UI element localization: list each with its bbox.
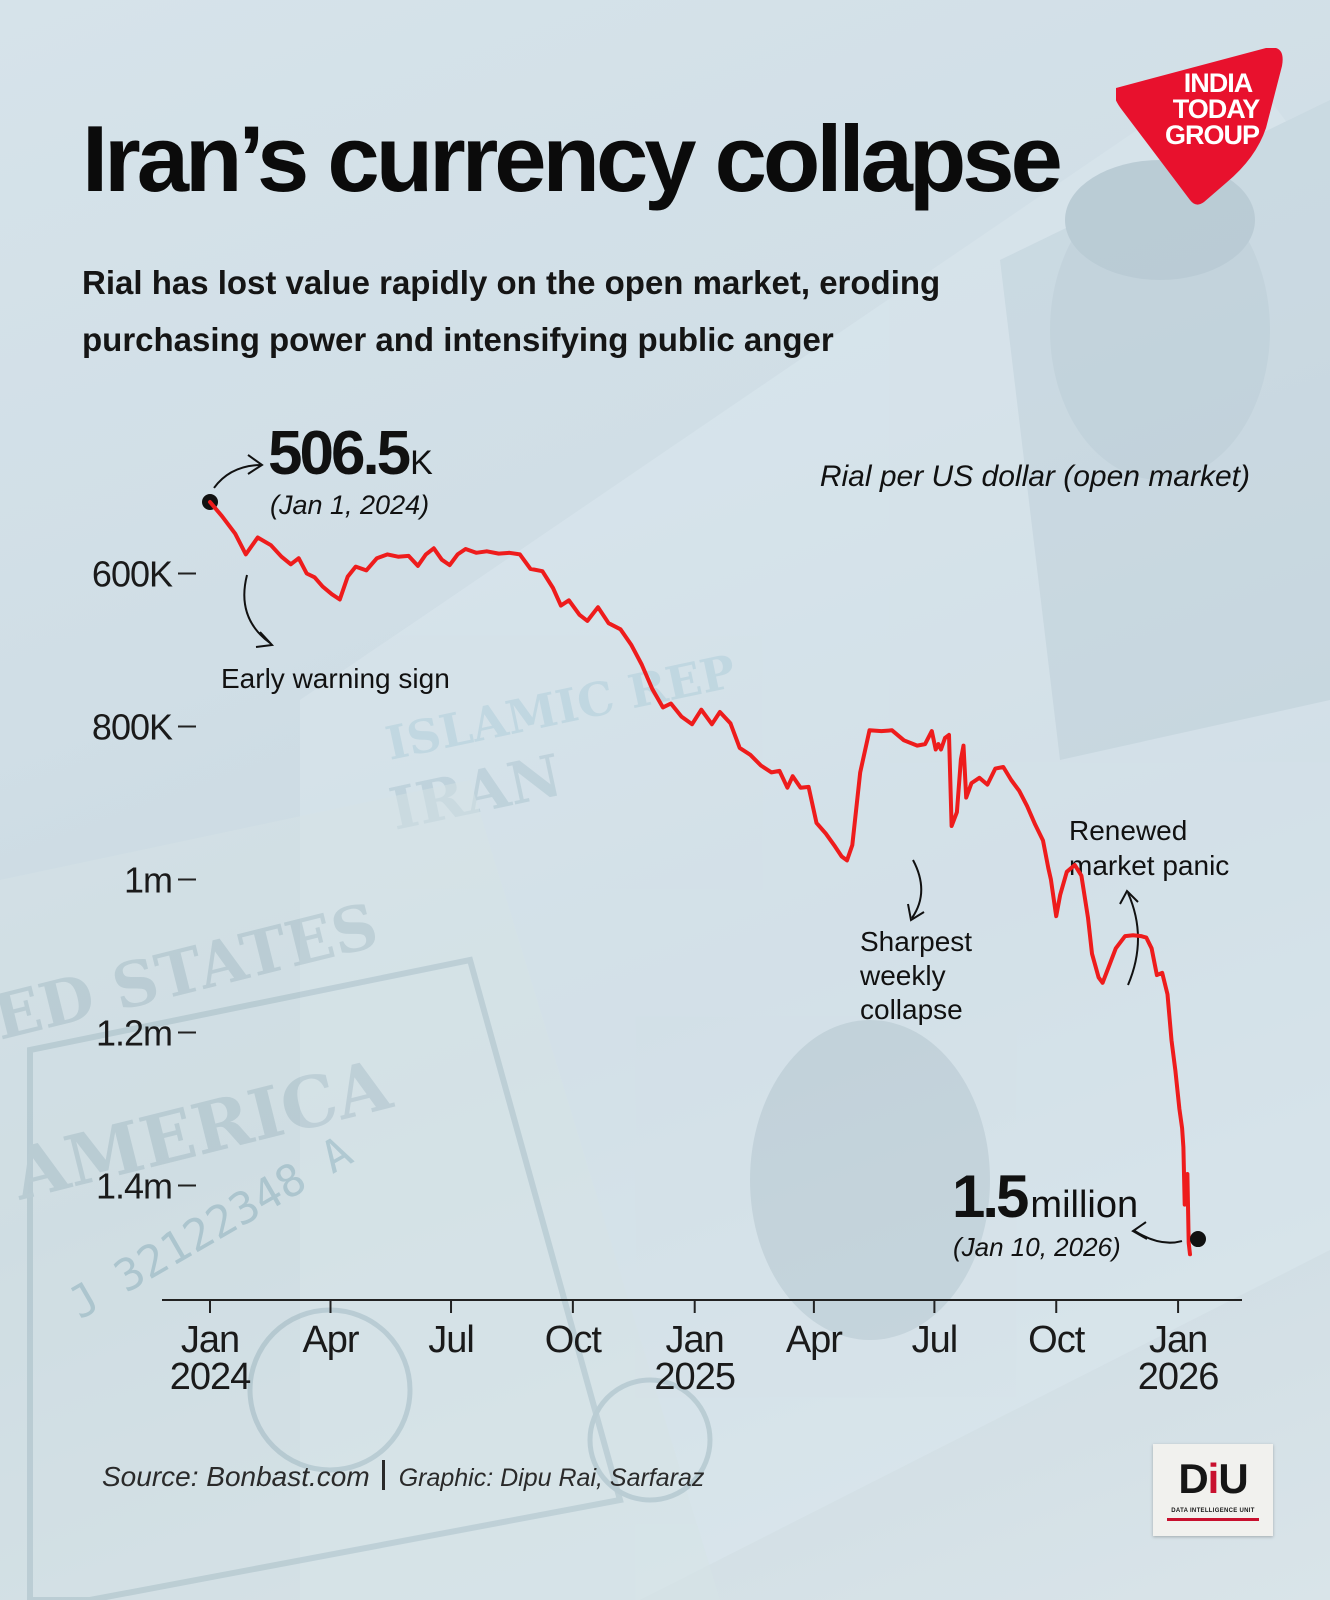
x-tick-label: Jan [181, 1319, 239, 1361]
y-tick-label: 1.4m [96, 1166, 172, 1207]
x-tick-label: Apr [302, 1319, 359, 1361]
start-marker-big: 506.5 [268, 419, 410, 488]
logo-line-1: INDIA [1184, 68, 1253, 98]
annotation-early-warning: Early warning sign [221, 574, 450, 694]
diu-mark: DiU [1165, 1458, 1261, 1500]
series-points [209, 501, 1191, 1255]
y-tick-label: 1.2m [96, 1013, 172, 1054]
diu-mark-i: i [1207, 1455, 1220, 1502]
renewed-panic-text-1: Renewed [1069, 815, 1187, 846]
x-tick-label: Oct [545, 1319, 603, 1361]
annotation-sharpest-collapse: Sharpest weekly collapse [859, 859, 972, 1025]
diu-tagline: DATA INTELLIGENCE UNIT [1171, 1508, 1255, 1514]
early-warning-arrow [243, 574, 271, 644]
start-marker-value: 506.5K [268, 419, 433, 488]
x-tick-label: Jan [1149, 1319, 1207, 1361]
sharpest-collapse-arrowhead [907, 903, 925, 922]
y-tick-label: 1m [124, 860, 172, 901]
annotations: 506.5K (Jan 1, 2024) Rial per US dollar … [202, 419, 1250, 1262]
sharpest-collapse-text-1: Sharpest [860, 926, 972, 957]
series-label: Rial per US dollar (open market) [820, 460, 1250, 493]
early-warning-text: Early warning sign [221, 663, 450, 694]
source-line: Source: Bonbast.com Graphic: Dipu Rai, Sa… [102, 1460, 704, 1493]
sharpest-collapse-text-2: weekly [859, 960, 946, 991]
start-marker-date: (Jan 1, 2024) [270, 490, 429, 520]
renewed-panic-arrowhead [1119, 889, 1139, 905]
diu-mark-d: D [1178, 1455, 1208, 1502]
credit-text: Graphic: Dipu Rai, Sarfaraz [398, 1464, 705, 1492]
diu-mark-u: U [1218, 1455, 1248, 1502]
end-marker-big: 1.5 [952, 1163, 1028, 1230]
series-line [208, 500, 1192, 1257]
end-marker-value: 1.5 million [952, 1163, 1138, 1230]
page-subtitle: Rial has lost value rapidly on the open … [82, 264, 941, 358]
x-tick-label: 2026 [1138, 1356, 1219, 1398]
renewed-panic-text-2: market panic [1069, 850, 1229, 881]
end-marker-unit: million [1030, 1184, 1138, 1226]
early-warning-arrowhead [255, 631, 275, 648]
start-marker-unit: K [410, 444, 433, 482]
start-marker-group: 506.5K (Jan 1, 2024) [202, 419, 433, 520]
diu-accent-bar [1167, 1518, 1259, 1521]
source-separator [381, 1460, 385, 1490]
source-text: Source: Bonbast.com [102, 1461, 370, 1492]
y-tick-label: 600K [92, 554, 173, 595]
y-axis: 600K 800K 1m 1.2m 1.4m [92, 554, 196, 1207]
x-tick-label: Oct [1028, 1319, 1086, 1361]
start-marker-arrow [213, 454, 264, 489]
diu-logo: DiU DATA INTELLIGENCE UNIT [1153, 1444, 1273, 1536]
x-tick-label: Jul [912, 1319, 958, 1361]
annotation-renewed-panic: Renewed market panic [1069, 815, 1229, 986]
end-marker-arrow [1131, 1221, 1183, 1244]
x-tick-label: Apr [786, 1319, 843, 1361]
page-title: Iran’s currency collapse [82, 106, 1063, 211]
logo-line-2: TODAY [1173, 94, 1261, 124]
x-tick-label: Jan [666, 1319, 724, 1361]
india-today-group-logo: INDIA TODAY GROUP [1116, 48, 1283, 205]
end-marker-dot [1190, 1231, 1206, 1248]
end-marker-group: 1.5 million (Jan 10, 2026) [952, 1163, 1183, 1262]
sharpest-collapse-arrow [911, 859, 923, 919]
renewed-panic-arrow [1127, 892, 1139, 986]
x-tick-label: Jul [428, 1319, 474, 1361]
y-tick-label: 800K [92, 707, 173, 748]
end-marker-date: (Jan 10, 2026) [953, 1232, 1121, 1262]
x-tick-label: 2024 [170, 1356, 251, 1398]
sharpest-collapse-text-3: collapse [860, 994, 963, 1025]
x-tick-label: 2025 [654, 1356, 735, 1398]
logo-shield [1116, 48, 1283, 205]
logo-line-3: GROUP [1165, 120, 1260, 150]
